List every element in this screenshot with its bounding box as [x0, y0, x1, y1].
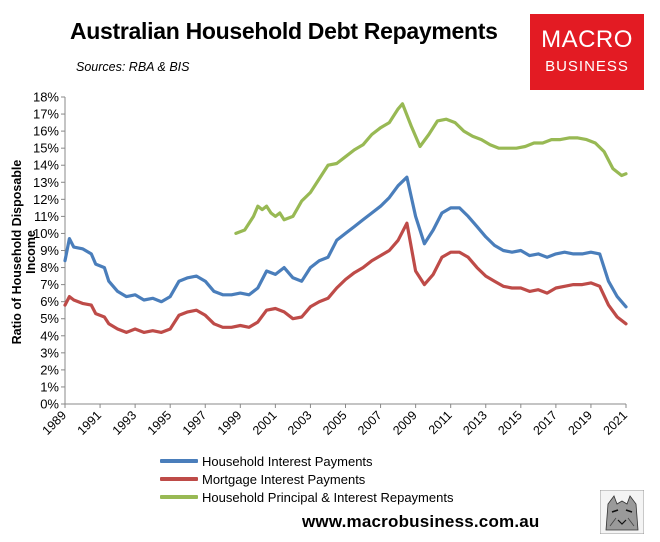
x-tick-label: 2005: [320, 408, 350, 438]
y-tick-label: 6%: [40, 294, 59, 309]
x-tick-label: 1997: [180, 408, 210, 438]
y-tick-label: 16%: [33, 124, 59, 139]
y-tick-label: 17%: [33, 107, 59, 122]
chart-legend: Household Interest Payments Mortgage Inte…: [160, 452, 453, 506]
series-line-2: [63, 221, 628, 334]
legend-label: Household Principal & Interest Repayment…: [202, 489, 454, 505]
legend-swatch: [160, 459, 198, 463]
x-tick-label: 2017: [530, 408, 560, 438]
x-tick-label: 2021: [601, 408, 631, 438]
wolf-logo-icon: [600, 490, 644, 534]
x-tick-label: 1993: [110, 408, 140, 438]
series-line-1: [63, 175, 628, 309]
x-tick-label: 2003: [285, 408, 315, 438]
y-tick-label: 13%: [33, 175, 59, 190]
x-tick-label: 2011: [426, 408, 455, 437]
legend-label: Household Interest Payments: [202, 453, 373, 469]
y-tick-label: 10%: [33, 226, 59, 241]
x-tick-label: 1989: [40, 408, 70, 438]
x-tick-label: 1999: [215, 408, 245, 438]
x-tick-label: 2015: [495, 408, 525, 438]
chart-subtitle: Sources: RBA & BIS: [76, 60, 190, 74]
y-tick-label: 12%: [33, 192, 59, 207]
y-tick-label: 1%: [40, 379, 59, 394]
line-chart: 0% 1% 2% 3% 4% 5% 6% 7% 8% 9% 10% 11% 12% 13% 14% 15% 16…: [33, 90, 631, 438]
x-tick-label: 1991: [75, 408, 105, 438]
legend-item-2: Mortgage Interest Payments: [160, 470, 453, 488]
y-tick-label: 9%: [40, 243, 59, 258]
x-tick-label: 1995: [145, 408, 175, 438]
website-url: www.macrobusiness.com.au: [302, 512, 540, 531]
y-tick-label: 2%: [40, 362, 59, 377]
logo-line-2: BUSINESS: [545, 58, 629, 75]
x-tick-label: 2009: [390, 408, 420, 438]
y-tick-label: 14%: [33, 158, 59, 173]
x-tick-label: 2007: [355, 408, 385, 438]
y-tick-label: 18%: [33, 90, 59, 105]
y-tick-label: 11%: [34, 209, 59, 224]
y-tick-label: 4%: [40, 328, 59, 343]
x-tick-label: 2019: [565, 408, 595, 438]
legend-item-3: Household Principal & Interest Repayment…: [160, 488, 453, 506]
y-tick-label: 5%: [40, 311, 59, 326]
logo-line-1: MACRO: [541, 26, 633, 53]
y-tick-label: 8%: [40, 260, 59, 275]
y-tick-label: 3%: [40, 345, 59, 360]
y-tick-label: 0%: [40, 397, 59, 412]
y-tick-label: 7%: [40, 277, 59, 292]
legend-item-1: Household Interest Payments: [160, 452, 453, 470]
x-tick-label: 2013: [460, 408, 490, 438]
legend-swatch: [160, 477, 198, 481]
y-tick-label: 15%: [33, 141, 59, 156]
legend-swatch: [160, 495, 198, 499]
x-tick-label: 2001: [250, 408, 280, 438]
series-line-3: [234, 102, 628, 235]
chart-title: Australian Household Debt Repayments: [70, 18, 498, 44]
legend-label: Mortgage Interest Payments: [202, 471, 366, 487]
macrobusiness-logo: MACRO BUSINESS: [530, 14, 644, 90]
